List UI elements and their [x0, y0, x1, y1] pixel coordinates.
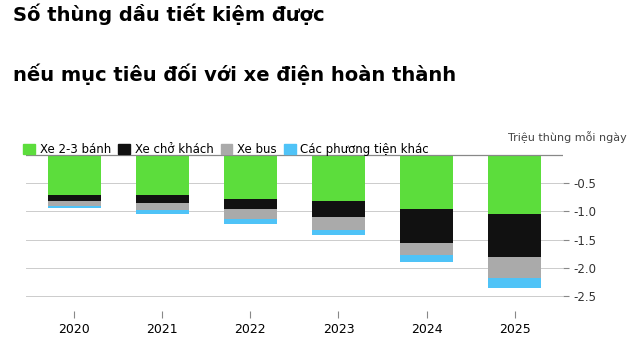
- Bar: [136, 155, 189, 196]
- Bar: [136, 210, 189, 214]
- Bar: [136, 203, 189, 210]
- Bar: [224, 209, 276, 219]
- Bar: [312, 155, 365, 201]
- Bar: [312, 201, 365, 217]
- Bar: [488, 257, 541, 278]
- Bar: [47, 196, 100, 201]
- Bar: [312, 217, 365, 229]
- Bar: [488, 214, 541, 257]
- Text: nếu mục tiêu đối với xe điện hoàn thành: nếu mục tiêu đối với xe điện hoàn thành: [13, 64, 456, 85]
- Bar: [312, 229, 365, 235]
- Legend: Xe 2-3 bánh, Xe chở khách, Xe bus, Các phương tiện khác: Xe 2-3 bánh, Xe chở khách, Xe bus, Các p…: [19, 138, 434, 161]
- Bar: [400, 243, 453, 255]
- Bar: [47, 201, 100, 206]
- Bar: [224, 219, 276, 224]
- Bar: [400, 155, 453, 209]
- Bar: [47, 206, 100, 208]
- Bar: [488, 155, 541, 214]
- Text: Triệu thùng mỗi ngày: Triệu thùng mỗi ngày: [508, 131, 627, 143]
- Bar: [47, 155, 100, 196]
- Bar: [136, 196, 189, 203]
- Bar: [224, 199, 276, 209]
- Bar: [400, 209, 453, 243]
- Bar: [488, 278, 541, 288]
- Bar: [400, 255, 453, 262]
- Bar: [224, 155, 276, 199]
- Text: Số thùng dầu tiết kiệm được: Số thùng dầu tiết kiệm được: [13, 4, 324, 25]
